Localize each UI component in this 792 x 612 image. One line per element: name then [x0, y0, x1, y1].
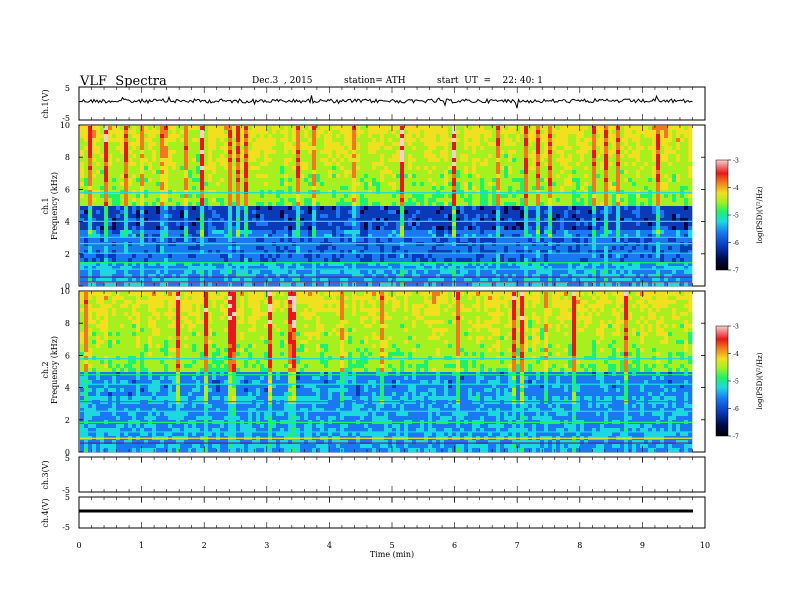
ch1-channel-label: ch.1: [41, 197, 50, 214]
ch3-panel: 5 -5 ch.3(V): [41, 454, 705, 495]
freq-tick-label: 4: [65, 218, 70, 227]
ch2-colorbar-ticks: -3 -4 -5 -6 -7: [728, 324, 739, 441]
freq-tick-label: 8: [65, 319, 70, 328]
time-tick-label: 9: [640, 541, 645, 550]
time-tick-label: 0: [76, 541, 81, 550]
time-tick-label: 5: [389, 541, 394, 550]
ch1-colorbar-label: log(PSD)(V²/Hz): [756, 186, 764, 243]
time-tick-label: 1: [139, 541, 144, 550]
freq-tick-label: 6: [65, 185, 70, 194]
ch1-colorbar-ticks: -3 -4 -5 -6 -7: [728, 158, 739, 275]
ch2-colorbar-label: log(PSD)(V²/Hz): [756, 352, 764, 409]
colorbar-tick-label: -6: [733, 406, 739, 413]
ch1-ylabel: ch.1(V): [41, 89, 50, 118]
ch1-ytick-top: 5: [65, 84, 70, 93]
ch2-channel-label: ch.2: [41, 361, 50, 378]
time-tick-label: 2: [202, 541, 207, 550]
freq-tick-label: 8: [65, 153, 70, 162]
ch4-ylabel: ch.4(V): [41, 498, 50, 527]
time-tick-labels: 0 1 2 3 4 5 6 7 8 9 10: [76, 541, 710, 550]
freq-tick-label: 4: [65, 384, 70, 393]
time-tick-label: 4: [327, 541, 332, 550]
time-tick-label: 8: [577, 541, 582, 550]
time-tick-label: 3: [264, 541, 269, 550]
colorbar-tick-label: -5: [733, 379, 739, 386]
colorbar-tick-label: -4: [733, 185, 739, 192]
time-tick-label: 10: [700, 541, 710, 550]
colorbar-tick-label: -5: [733, 213, 739, 220]
x-axis-label: Time (min): [370, 550, 414, 559]
colorbar-tick-label: -7: [733, 434, 739, 441]
colorbar-tick-label: -6: [733, 240, 739, 247]
freq-tick-label: 10: [60, 121, 70, 130]
ch4-ytick-top: 5: [65, 493, 70, 502]
ch3-ytick-top: 5: [65, 454, 70, 463]
freq-tick-label: 10: [60, 287, 70, 296]
ch2-freq-label: Frequency (kHz): [50, 336, 59, 404]
ch1-panel: 5 -5 ch.1(V): [41, 84, 705, 123]
colorbar-tick-label: -7: [733, 268, 739, 275]
time-tick-label: 7: [515, 541, 520, 550]
freq-tick-label: 2: [65, 416, 70, 425]
freq-tick-label: 6: [65, 351, 70, 360]
freq-tick-label: 2: [65, 250, 70, 259]
ch1-freq-label: Frequency (kHz): [50, 172, 59, 240]
colorbar-tick-label: -3: [733, 324, 739, 331]
ch4-panel: 5 -5 ch.4(V): [41, 493, 705, 532]
ch1-spectrogram: [80, 126, 692, 286]
ch2-spectrogram: [80, 292, 692, 452]
ch3-ylabel: ch.3(V): [41, 460, 50, 489]
ch4-ytick-bottom: -5: [62, 523, 70, 532]
time-tick-label: 6: [452, 541, 457, 550]
ch2-colorbar: -3 -4 -5 -6 -7 log(PSD)(V²/Hz): [716, 324, 764, 441]
vlf-spectra-figure: 5 -5 ch.1(V) 0 2 4 6 8 10 ch.1 Frequency (kHz…: [0, 0, 792, 612]
colorbar-tick-label: -3: [733, 158, 739, 165]
colorbar-tick-label: -4: [733, 351, 739, 358]
ch1-colorbar: -3 -4 -5 -6 -7 log(PSD)(V²/Hz): [716, 158, 764, 275]
